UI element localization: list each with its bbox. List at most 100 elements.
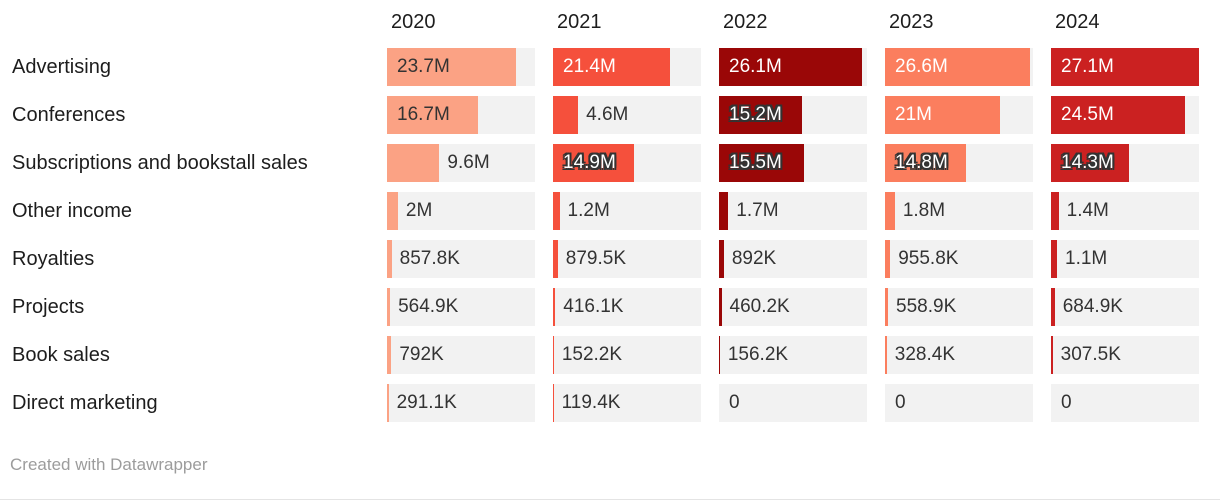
bar-track: 21.4M: [553, 48, 701, 86]
bar-track: 14.8M: [885, 144, 1033, 182]
bar-track: 892K: [719, 240, 867, 278]
value-label: 879.5K: [565, 248, 627, 269]
bar-track: 14.3M: [1051, 144, 1199, 182]
bar-track: 156.2K: [719, 336, 867, 374]
bar: [719, 240, 724, 278]
value-label: 119.4K: [561, 392, 621, 413]
bar-track: 328.4K: [885, 336, 1033, 374]
bar: [719, 192, 729, 230]
value-label: 15.5M: [729, 152, 782, 173]
bar: [719, 144, 804, 182]
bar: [553, 240, 558, 278]
value-label: 14.3M: [1061, 152, 1114, 173]
bar: [885, 144, 966, 182]
value-label: 26.1M: [729, 56, 782, 77]
table-row: Conferences 16.7M 4.6M 15.2M 21M 24.5M: [0, 96, 1220, 134]
value-label: 156.2K: [727, 344, 789, 365]
value-label: 0: [729, 392, 740, 413]
bar: [1051, 96, 1185, 134]
bar-track: 9.6M: [387, 144, 535, 182]
value-label: 2M: [405, 200, 433, 221]
datawrapper-attribution-link[interactable]: Created with Datawrapper: [10, 455, 208, 474]
bar: [885, 336, 887, 374]
value-label: 1.8M: [902, 200, 946, 221]
value-label: 9.6M: [447, 152, 490, 173]
bar-track: 955.8K: [885, 240, 1033, 278]
value-label: 15.2M: [729, 104, 782, 125]
bar: [1051, 48, 1199, 86]
value-label: 16.7M: [397, 104, 450, 125]
column-header-2023: 2023: [889, 11, 934, 33]
row-label: Book sales: [12, 344, 110, 366]
row-label: Conferences: [12, 104, 126, 126]
bar-track: 2M: [387, 192, 535, 230]
value-label: 14.8M: [895, 152, 948, 173]
bar: [553, 192, 560, 230]
bar: [885, 240, 891, 278]
bar-track: 26.6M: [885, 48, 1033, 86]
bar: [1051, 240, 1057, 278]
value-label: 0: [1061, 392, 1072, 413]
bar-track: 26.1M: [719, 48, 867, 86]
bar: [553, 48, 670, 86]
table-row: Book sales 792K 152.2K 156.2K 328.4K 307.5K: [0, 336, 1220, 374]
value-label: 1.2M: [567, 200, 610, 221]
value-label: 1.4M: [1066, 200, 1109, 221]
bar-track: 558.9K: [885, 288, 1033, 326]
bar-track: 1.2M: [553, 192, 701, 230]
bar: [553, 288, 556, 326]
table-row: Advertising 23.7M 21.4M 26.1M 26.6M 27.1M: [0, 48, 1220, 86]
bar: [719, 288, 722, 326]
value-label: 24.5M: [1061, 104, 1114, 125]
bar: [387, 96, 479, 134]
row-label: Other income: [12, 200, 133, 222]
chart-footer: Created with Datawrapper: [0, 455, 1220, 475]
row-label: Royalties: [12, 248, 95, 270]
table-row: Subscriptions and bookstall sales 9.6M 14.…: [0, 144, 1220, 182]
bar-track: 857.8K: [387, 240, 535, 278]
bar: [387, 48, 517, 86]
value-label: 14.9M: [563, 152, 616, 173]
bar: [885, 288, 889, 326]
value-label: 27.1M: [1061, 56, 1114, 77]
bar: [1051, 144, 1130, 182]
value-label: 892K: [731, 248, 777, 269]
bar-track: 152.2K: [553, 336, 701, 374]
bar-track: 0: [885, 384, 1033, 422]
bar: [387, 240, 392, 278]
bar-track: 27.1M: [1051, 48, 1199, 86]
bar-track: 1.7M: [719, 192, 867, 230]
value-label: 21.4M: [563, 56, 616, 77]
value-label: 328.4K: [894, 344, 956, 365]
value-label: 1.1M: [1065, 248, 1108, 269]
value-label: 152.2K: [561, 344, 623, 365]
column-header-2022: 2022: [723, 11, 768, 33]
bar-track: 23.7M: [387, 48, 535, 86]
value-label: 291.1K: [396, 392, 457, 413]
bar-track: 15.2M: [719, 96, 867, 134]
value-label: 792K: [399, 344, 444, 365]
bar: [885, 192, 895, 230]
value-label: 684.9K: [1062, 296, 1123, 317]
bar-track: 24.5M: [1051, 96, 1199, 134]
bar-track: 291.1K: [387, 384, 535, 422]
value-label: 4.6M: [586, 104, 629, 125]
bar: [553, 384, 554, 422]
bar: [1051, 288, 1055, 326]
bar: [387, 336, 392, 374]
bar: [387, 144, 440, 182]
value-label: 23.7M: [397, 56, 450, 77]
value-label: 0: [895, 392, 906, 413]
bar: [387, 384, 389, 422]
value-label: 307.5K: [1060, 344, 1121, 365]
table-row: Other income 2M 1.2M 1.7M 1.8M 1.4M: [0, 192, 1220, 230]
value-label: 857.8K: [399, 248, 460, 269]
value-label: 21M: [895, 104, 932, 125]
column-headers: 2020 2021 2022 2023 2024: [0, 0, 1220, 48]
value-label: 460.2K: [729, 296, 790, 317]
column-header-2020: 2020: [391, 11, 436, 33]
bar: [387, 192, 398, 230]
bar: [553, 336, 554, 374]
bar-track: 307.5K: [1051, 336, 1199, 374]
